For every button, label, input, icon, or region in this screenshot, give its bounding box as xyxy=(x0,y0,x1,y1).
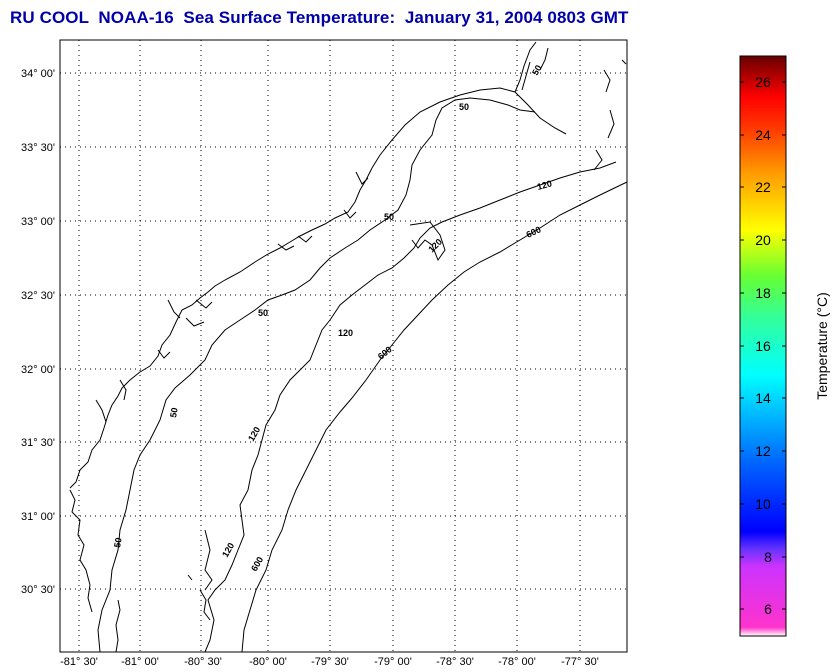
longitude-label: -81° 00' xyxy=(121,656,159,668)
longitude-label: -81° 30' xyxy=(60,656,98,668)
latitude-label: 33° 00' xyxy=(21,216,55,228)
longitude-label: -79° 00' xyxy=(374,656,412,668)
contour-600 xyxy=(241,181,628,653)
colorbar-tick-label: 20 xyxy=(755,232,771,248)
longitude-label: -78° 00' xyxy=(498,656,536,668)
colorbar-tick-label: 6 xyxy=(764,601,772,617)
latitude-label: 31° 30' xyxy=(21,437,55,449)
colorbar-tick-label: 22 xyxy=(755,179,771,195)
map-frame xyxy=(59,39,628,653)
latitude-label: 34° 00' xyxy=(21,68,55,80)
latitude-label: 30° 30' xyxy=(21,584,55,596)
map-title: RU COOL NOAA-16 Sea Surface Temperature:… xyxy=(10,8,629,27)
longitude-label: -78° 30' xyxy=(436,656,474,668)
latitude-label: 32° 30' xyxy=(21,290,55,302)
contour-label: 120 xyxy=(338,328,353,338)
colorbar-title: Temperature (°C) xyxy=(814,292,830,400)
map-grid xyxy=(60,40,627,652)
latitude-label: 33° 30' xyxy=(21,142,55,154)
contour-label: 50 xyxy=(168,407,180,419)
contour-label: 50 xyxy=(459,102,469,112)
contour-label: 50 xyxy=(530,63,544,77)
colorbar-tick-label: 24 xyxy=(755,127,771,143)
longitude-label: -79° 30' xyxy=(311,656,349,668)
contour-120 xyxy=(187,161,617,653)
colorbar-tick-label: 18 xyxy=(755,285,771,301)
longitude-label: -77° 30' xyxy=(561,656,599,668)
contour-label: 50 xyxy=(112,537,124,549)
colorbar-tick-label: 8 xyxy=(764,549,772,565)
latitude-label: 32° 00' xyxy=(21,364,55,376)
longitude-label: -80° 00' xyxy=(249,656,287,668)
colorbar-tick-label: 16 xyxy=(755,338,771,354)
colorbar-tick-label: 12 xyxy=(755,443,771,459)
colorbar-ticks xyxy=(740,81,786,610)
colorbar-tick-label: 26 xyxy=(755,74,771,90)
contour-50 xyxy=(97,47,549,653)
contour-label: 50 xyxy=(258,308,268,318)
longitude-label: -80° 30' xyxy=(184,656,222,668)
contour-label: 50 xyxy=(384,212,394,222)
latitude-label: 31° 00' xyxy=(21,511,55,523)
colorbar-tick-label: 10 xyxy=(755,496,771,512)
contour-label: 120 xyxy=(536,178,553,192)
coastline xyxy=(69,41,627,613)
colorbar-tick-label: 14 xyxy=(755,390,771,406)
